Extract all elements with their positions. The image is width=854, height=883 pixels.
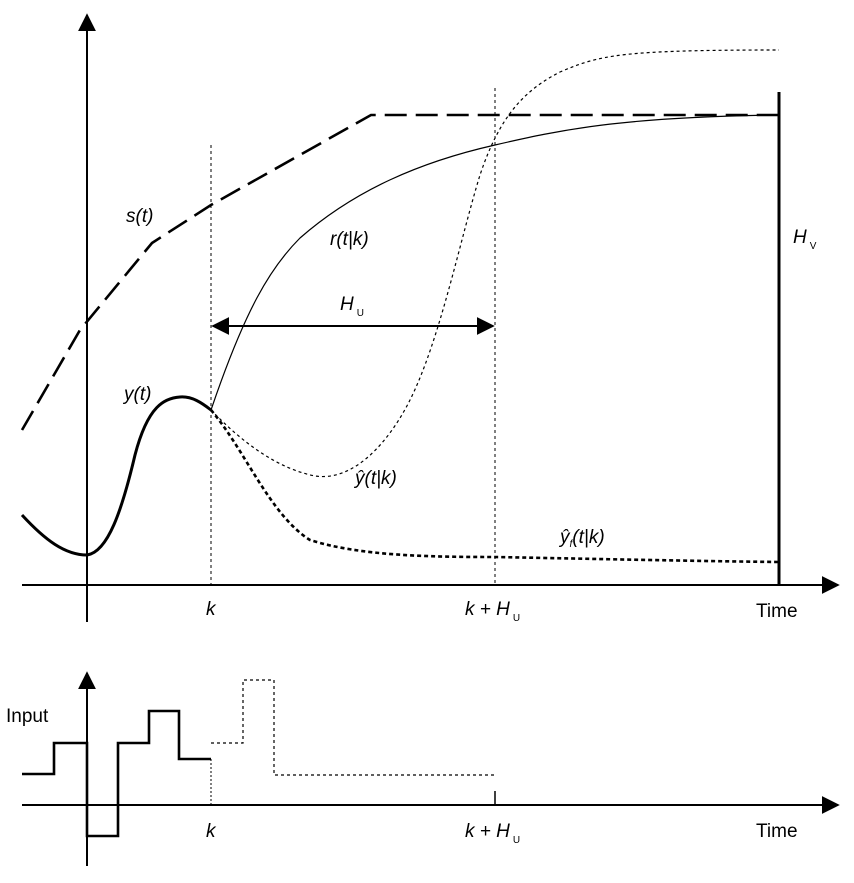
lower-k-tick: k — [206, 821, 217, 842]
predicted-output-label: ŷ(t|k) — [353, 468, 397, 489]
reference-label: r(t|k) — [330, 229, 369, 250]
lower-k-plus-hu-main: k + H — [465, 821, 510, 842]
upper-k-tick: k — [206, 599, 217, 620]
future-input-signal — [211, 680, 495, 775]
past-input-signal — [22, 711, 211, 836]
hv-label-main: H — [793, 227, 807, 248]
upper-k-plus-hu-sub: U — [513, 613, 520, 624]
hu-label-sub: U — [357, 308, 364, 319]
output-label: y(t) — [122, 384, 151, 405]
setpoint-curve — [22, 115, 779, 430]
hv-label-sub: V — [810, 241, 817, 252]
output-curve — [22, 397, 211, 555]
upper-k-plus-hu-main: k + H — [465, 599, 510, 620]
free-response-label-rest: (t|k) — [572, 527, 604, 548]
upper-time-label: Time — [756, 601, 798, 622]
input-axis-label: Input — [6, 706, 49, 727]
free-response-label: ŷf(t|k) — [558, 527, 605, 550]
setpoint-label: s(t) — [126, 206, 153, 227]
hu-label-main: H — [340, 294, 354, 315]
lower-time-label: Time — [756, 821, 798, 842]
lower-k-plus-hu-sub: U — [513, 835, 520, 846]
